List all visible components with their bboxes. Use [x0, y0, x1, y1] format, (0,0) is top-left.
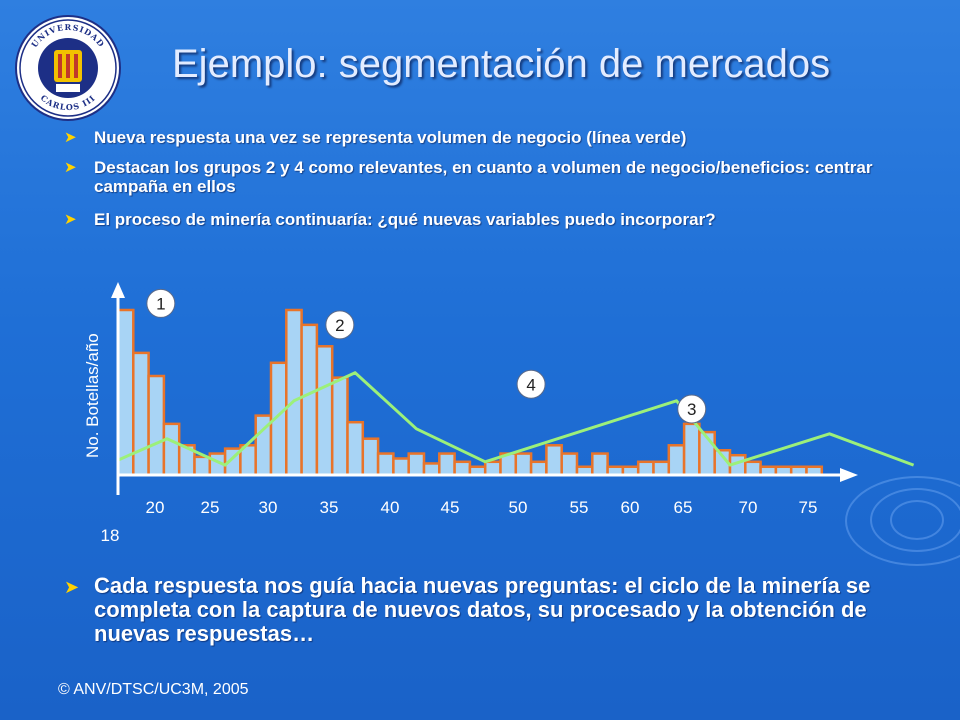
arrow-bullet-icon: ➤ [64, 159, 77, 176]
arrow-bullet-icon: ➤ [64, 577, 80, 597]
histogram-bar [744, 460, 762, 477]
group-number-label: 1 [156, 294, 165, 313]
x-tick-label: 50 [509, 498, 528, 517]
bullet-item: ➤ Destacan los grupos 2 y 4 como relevan… [64, 158, 904, 196]
arrow-bullet-icon: ➤ [64, 211, 77, 228]
histogram-bar [438, 452, 456, 477]
chart-tick-labels: 20 25 30 35 40 45 50 55 60 65 70 75 18 [101, 498, 818, 545]
business-volume-line [117, 371, 915, 467]
histogram-bar [315, 345, 334, 477]
group-number-circle [146, 288, 176, 318]
x-axis-arrow-icon [840, 468, 858, 482]
histogram-bar [392, 457, 410, 477]
histogram-bar [682, 422, 701, 477]
histogram-bar [636, 460, 655, 477]
histogram-bar [591, 452, 609, 477]
x-tick-label: 25 [201, 498, 220, 517]
histogram-bar [346, 420, 365, 477]
histogram-bar [652, 460, 671, 477]
chart-axes [111, 282, 858, 495]
histogram-bar [514, 452, 533, 477]
footer-copyright: © ANV/DTSC/UC3M, 2005 [58, 681, 249, 698]
ripple-decoration [845, 476, 960, 566]
group-number-label: 2 [335, 316, 344, 335]
group-number-label: 3 [687, 400, 696, 419]
group-number-label: 4 [526, 375, 535, 394]
x-tick-label: 30 [259, 498, 278, 517]
chart-business-volume-line [117, 371, 915, 467]
histogram-bar [422, 462, 441, 477]
histogram-bar [529, 460, 548, 477]
x-tick-label: 40 [381, 498, 400, 517]
histogram-bar [162, 422, 181, 477]
histogram-bar [147, 374, 166, 477]
histogram-bar [193, 455, 212, 477]
x-tick-label: 55 [570, 498, 589, 517]
histogram-bar [330, 376, 349, 477]
x-tick-label: 75 [799, 498, 818, 517]
group-number-circle [677, 394, 707, 424]
arrow-bullet-icon: ➤ [64, 129, 77, 146]
histogram-bar [545, 444, 563, 477]
histogram-bar [453, 460, 472, 477]
bottom-bullet: ➤ Cada respuesta nos guía hacia nuevas p… [64, 574, 904, 646]
histogram-bar [300, 323, 319, 477]
bullet-item: ➤ Nueva respuesta una vez se representa … [64, 128, 904, 147]
x-tick-label: 45 [441, 498, 460, 517]
histogram-bar [376, 452, 395, 477]
bullet-text: El proceso de minería continuaría: ¿qué … [94, 210, 716, 229]
bullet-text: Nueva respuesta una vez se representa vo… [94, 128, 687, 147]
slide-title: Ejemplo: segmentación de mercados [172, 42, 831, 86]
bullet-text: Destacan los grupos 2 y 4 como relevante… [94, 158, 873, 196]
y-axis-label: No. Botellas/año [83, 333, 102, 458]
histogram-bar [116, 308, 135, 477]
chart-annotations: 1 2 4 3 [146, 288, 707, 424]
x-tick-label: 60 [621, 498, 640, 517]
histogram-bar [560, 452, 579, 477]
histogram-bar [407, 452, 426, 477]
y-axis-arrow-icon [111, 282, 125, 298]
histogram-bar [483, 460, 502, 477]
university-logo: UNIVERSIDAD CARLOS III [15, 15, 121, 121]
histogram-bar [132, 351, 150, 477]
group-number-circle [325, 310, 355, 340]
group-number-circle [516, 369, 546, 399]
x-tick-label: 65 [674, 498, 693, 517]
bullet-item: ➤ El proceso de minería continuaría: ¿qu… [64, 210, 904, 229]
x-origin-label: 18 [101, 526, 120, 545]
x-tick-label: 20 [146, 498, 165, 517]
bottom-bullet-text: Cada respuesta nos guía hacia nuevas pre… [94, 573, 871, 646]
histogram-bar [667, 444, 686, 477]
chart-bars [116, 308, 824, 477]
histogram-bar [361, 437, 380, 477]
x-tick-label: 35 [320, 498, 339, 517]
histogram-bar [285, 308, 303, 477]
x-tick-label: 70 [739, 498, 758, 517]
